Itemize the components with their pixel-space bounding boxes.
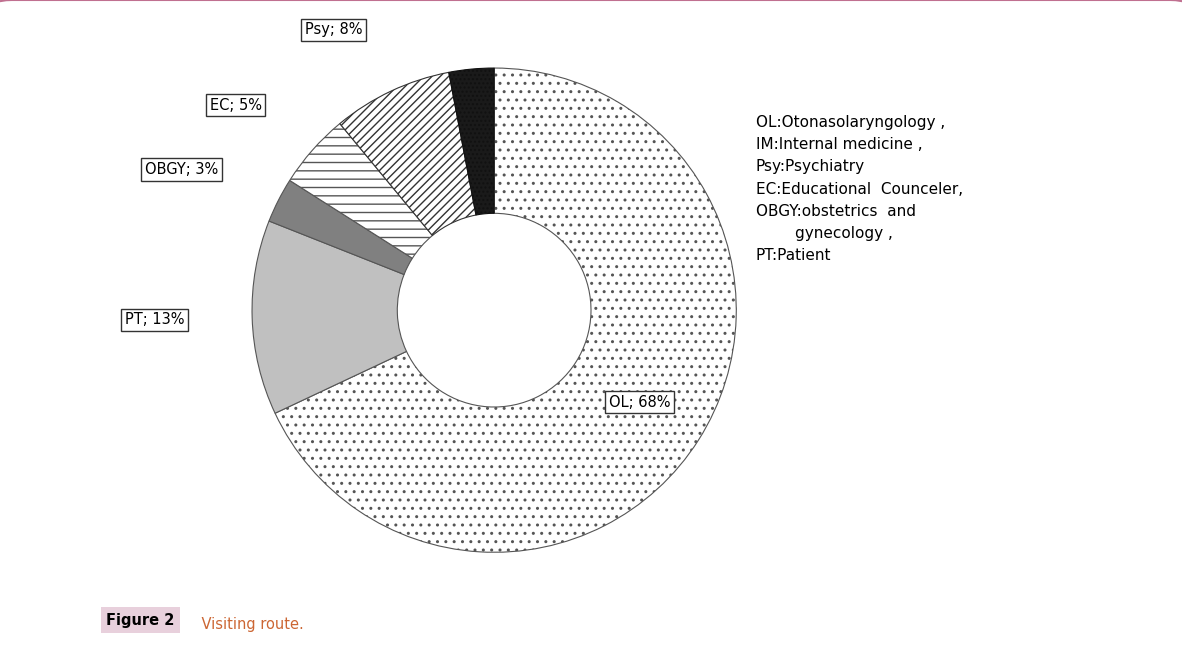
Wedge shape: [275, 68, 736, 552]
Wedge shape: [290, 124, 433, 258]
Wedge shape: [269, 181, 413, 275]
Text: PT; 13%: PT; 13%: [125, 313, 184, 328]
Wedge shape: [339, 73, 476, 235]
Text: OBGY; 3%: OBGY; 3%: [144, 162, 217, 177]
Text: Figure 2: Figure 2: [106, 613, 175, 628]
Text: OL; 68%: OL; 68%: [609, 395, 670, 410]
Text: Psy; 8%: Psy; 8%: [305, 22, 362, 37]
Wedge shape: [449, 68, 494, 215]
Text: Visiting route.: Visiting route.: [183, 617, 304, 632]
Wedge shape: [252, 221, 407, 413]
Text: OL:Otonasolaryngology ,
IM:Internal medicine ,
Psy:Psychiatry
EC:Educational  Co: OL:Otonasolaryngology , IM:Internal medi…: [755, 115, 963, 263]
Text: EC; 5%: EC; 5%: [209, 97, 261, 112]
